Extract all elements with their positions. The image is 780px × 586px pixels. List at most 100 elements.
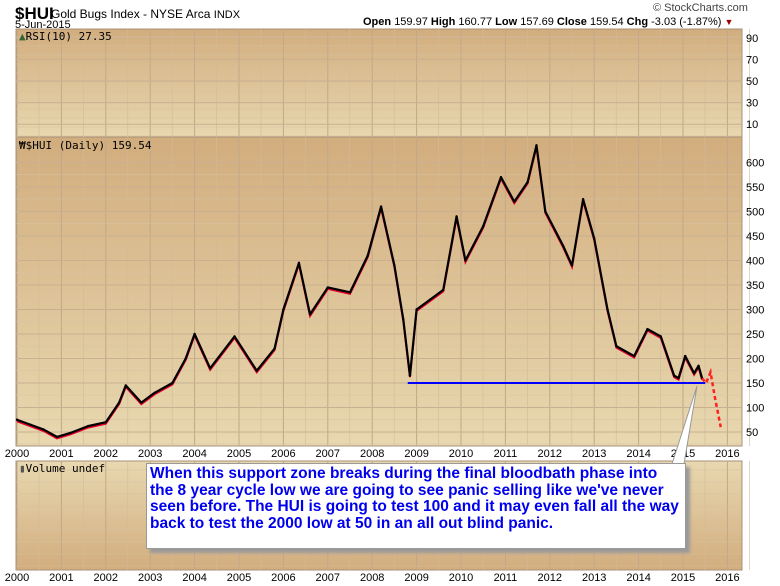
x-tick-label: 2006 (271, 572, 295, 584)
x-tick-label: 2012 (538, 448, 562, 460)
high-label: High (430, 16, 456, 28)
price-tick-label: 50 (746, 427, 758, 439)
price-point (184, 357, 187, 360)
annotation-callout: When this support zone breaks during the… (146, 463, 686, 549)
price-tick-label: 300 (746, 305, 764, 317)
x-tick-label: 2008 (360, 448, 384, 460)
rsi-tick-label: 50 (746, 76, 758, 88)
price-tick-label: 550 (746, 182, 764, 194)
price-point (659, 335, 662, 338)
x-tick-label: 2013 (582, 448, 606, 460)
x-tick-label: 2005 (227, 448, 251, 460)
x-tick-label: 2001 (49, 448, 73, 460)
price-point (402, 318, 405, 321)
price-point (273, 347, 276, 350)
price-point (348, 291, 352, 294)
price-point (593, 237, 596, 240)
rsi-label-text: RSI(10) 27.35 (25, 30, 112, 43)
x-tick-label: 2010 (449, 572, 473, 584)
x-tick-label: 2011 (494, 448, 518, 460)
x-tick-label: 2009 (404, 448, 428, 460)
index-name-text: Gold Bugs Index - NYSE Arca (51, 7, 211, 21)
x-tick-label: 2004 (182, 572, 206, 584)
x-tick-label: 2011 (494, 572, 518, 584)
price-point (55, 435, 59, 439)
price-point (415, 308, 418, 311)
price-point (606, 308, 609, 311)
price-point (455, 215, 458, 218)
x-tick-label: 2014 (626, 448, 650, 460)
price-point (15, 418, 19, 421)
volume-label-text: Volume undef (25, 462, 106, 475)
price-point (526, 180, 529, 184)
price-point (255, 369, 258, 372)
rsi-tick-label: 10 (746, 119, 758, 131)
price-point (428, 298, 432, 301)
index-name: Gold Bugs Index - NYSE Arca INDX (51, 7, 240, 21)
price-point (124, 384, 127, 387)
x-tick-label: 2001 (49, 572, 73, 584)
x-tick-label: 2007 (316, 448, 340, 460)
price-point (366, 254, 369, 257)
chg-label: Chg (626, 16, 649, 28)
price-point (86, 424, 90, 428)
price-point (646, 327, 649, 331)
price-point (393, 264, 396, 267)
price-point (104, 421, 108, 424)
price-tick-label: 150 (746, 378, 764, 390)
x-tick-label: 2003 (138, 572, 162, 584)
x-tick-label: 2002 (94, 448, 118, 460)
price-point (379, 205, 383, 208)
price-point (308, 313, 312, 316)
price-point (69, 431, 72, 435)
rsi-tick-label: 70 (746, 54, 758, 66)
low-label: Low (495, 16, 518, 28)
x-tick-label: 2014 (626, 572, 650, 584)
price-point (153, 391, 156, 394)
price-point (140, 401, 143, 404)
price-point (208, 367, 212, 370)
price-tick-label: 400 (746, 256, 764, 268)
price-point (193, 332, 196, 336)
projection-line (701, 367, 722, 428)
low-value: 157.69 (520, 16, 554, 28)
price-tick-label: 100 (746, 403, 764, 415)
price-point (544, 210, 547, 213)
price-point (171, 381, 174, 385)
price-point (499, 176, 503, 179)
price-label: ₩$HUI (Daily) 159.54 (19, 139, 151, 152)
price-point (233, 335, 236, 338)
price-tick-label: 350 (746, 280, 764, 292)
price-point (535, 144, 538, 147)
price-point (442, 288, 445, 292)
price-point (117, 401, 121, 404)
chg-value: -3.03 (-1.87%) (651, 16, 722, 28)
chart-date: 5-Jun-2015 (15, 19, 71, 31)
volume-bars-icon: ▮ (19, 462, 26, 475)
price-point (42, 428, 45, 431)
price-point (677, 376, 680, 380)
x-tick-label: 2006 (271, 448, 295, 460)
exchange: INDX (213, 9, 241, 21)
price-panel (15, 136, 743, 447)
x-tick-label: 2012 (538, 572, 562, 584)
x-tick-label: 2007 (316, 572, 340, 584)
price-point (615, 345, 618, 348)
rsi-panel (15, 28, 743, 138)
price-line (16, 144, 704, 438)
price-point (513, 200, 516, 203)
high-value: 160.77 (458, 16, 493, 28)
price-point (326, 286, 329, 289)
price-point (692, 372, 696, 375)
price-point (632, 354, 636, 358)
price-point (672, 374, 676, 377)
x-tick-label: 2002 (94, 572, 118, 584)
price-point (29, 423, 32, 426)
open-value: 159.97 (394, 16, 428, 28)
down-arrow-icon: ▼ (724, 17, 734, 27)
volume-label: ▮Volume undef (19, 462, 105, 475)
price-point (561, 244, 565, 247)
rsi-tick-label: 30 (746, 98, 758, 110)
x-tick-label: 2003 (138, 448, 162, 460)
